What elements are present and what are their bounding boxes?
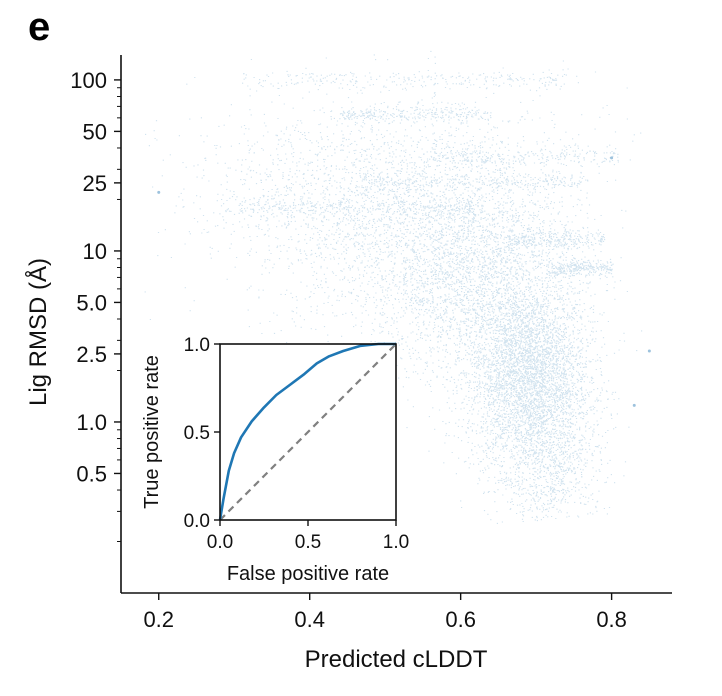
x-tick-label: 0.6 [445, 607, 476, 632]
inset-x-tick-label: 1.0 [383, 532, 409, 553]
inset-x-tick-label: 0.0 [207, 532, 233, 553]
inset-x-axis-title: False positive rate [227, 563, 389, 585]
inset-x-tick-label: 0.5 [295, 532, 321, 553]
x-tick-label: 0.4 [294, 607, 325, 632]
y-tick-label: 2.5 [76, 342, 107, 367]
x-axis-title: Predicted cLDDT [305, 646, 488, 673]
x-tick-label: 0.2 [143, 607, 174, 632]
y-tick-label: 25 [83, 171, 107, 196]
roc-inset: 0.0 0.5 1.0 0.0 0.5 1.0 False positive rate T… [141, 335, 409, 585]
inset-y-tick-label: 0.0 [184, 511, 210, 532]
x-tick-label: 0.8 [596, 607, 627, 632]
y-tick-label: 10 [83, 239, 107, 264]
y-tick-label: 5.0 [76, 290, 107, 315]
inset-y-axis-title: True positive rate [141, 355, 163, 509]
inset-y-tick-label: 1.0 [184, 335, 210, 356]
scatter-outlier-point [157, 190, 161, 194]
scatter-outlier-point [610, 156, 614, 160]
y-tick-label: 50 [83, 119, 107, 144]
main-scatter-plot: 0.2 0.4 0.6 0.8 0.5 1.0 2.5 5.0 10 25 50 100 Predic… [24, 50, 672, 673]
inset-y-tick-label: 0.5 [184, 423, 210, 444]
inset-axes: 0.0 0.5 1.0 0.0 0.5 1.0 [184, 335, 410, 553]
y-tick-label: 100 [70, 68, 107, 93]
scatter-points [144, 50, 651, 524]
scatter-outlier-point [632, 403, 636, 407]
y-axis-title: Lig RMSD (Å) [24, 258, 52, 406]
chance-diagonal-line [219, 343, 397, 521]
y-tick-label: 1.0 [76, 410, 107, 435]
scatter-outlier-point [647, 349, 651, 353]
main-axes: 0.2 0.4 0.6 0.8 0.5 1.0 2.5 5.0 10 25 50 100 [70, 55, 672, 632]
scatter-density-cloud [144, 50, 643, 524]
y-tick-label: 0.5 [76, 461, 107, 486]
roc-curve-line [218, 342, 396, 521]
roc-curves [218, 342, 397, 521]
panel-letter: e [28, 5, 50, 49]
